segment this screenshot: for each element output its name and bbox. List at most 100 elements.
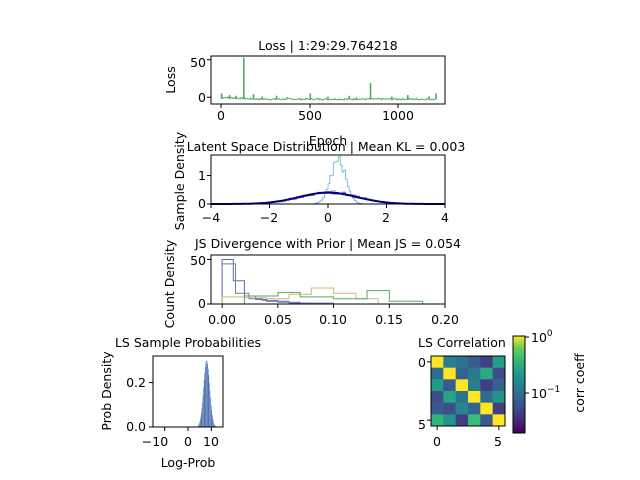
lsprob-bar [213, 423, 215, 427]
corr-cell [492, 379, 506, 392]
js-axes-frame [210, 254, 446, 305]
lsprob-bar [207, 368, 209, 427]
lsprob-bar [198, 424, 200, 427]
lsprob-bar [202, 402, 203, 427]
js-xtick-label: 0.15 [375, 312, 403, 327]
latent-xtick-label: −2 [260, 210, 278, 225]
colorbar [512, 335, 526, 434]
corr-cell [431, 367, 444, 380]
latent-xtick-label: 0 [324, 210, 332, 225]
lsprob-ylabel: Prob Density [99, 351, 114, 431]
corr-cell [492, 402, 506, 415]
loss-ylabel: Loss [163, 66, 178, 93]
js-ylabel: Count Density [162, 239, 177, 328]
corr-cell [480, 414, 493, 427]
corr-panel: LS Correlation 0 5 0 5 100 10−1 corr coe… [418, 329, 587, 449]
corr-ytick-label: 5 [418, 417, 426, 432]
loss-xtick-label: 0 [217, 108, 225, 123]
corr-xtick-label: 0 [433, 434, 441, 449]
latent-axes-frame [210, 154, 446, 205]
lsprob-xtick-label: −10 [142, 434, 168, 449]
lsprob-ytick-label: 0.2 [126, 375, 146, 390]
loss-ytick-label: 0 [198, 90, 206, 105]
corr-cell [480, 379, 493, 392]
corr-cell [431, 356, 444, 368]
colorbar-tick-label: 10−1 [531, 385, 560, 401]
corr-cell [443, 379, 456, 392]
lsprob-bar [213, 421, 214, 427]
js-xtick-label: 0.10 [319, 312, 347, 327]
js-xtick-label: 0.00 [208, 312, 236, 327]
corr-cell [455, 391, 469, 403]
corr-cell [443, 414, 456, 427]
corr-cell [492, 414, 506, 427]
corr-cell [455, 356, 469, 368]
corr-cell [480, 391, 493, 403]
lsprob-panel: LS Sample Probabilities −10 0 10 0.0 0.2… [99, 335, 261, 470]
latent-ylabel: Sample Density [172, 131, 187, 230]
corr-cell [468, 356, 481, 368]
lsprob-title: LS Sample Probabilities [115, 335, 261, 350]
corr-xtick-label: 5 [494, 434, 502, 449]
lsprob-bar [206, 361, 208, 427]
corr-cell [480, 356, 493, 368]
loss-plot-area [207, 57, 437, 108]
lsprob-bar [207, 363, 208, 427]
corr-heatmap [427, 356, 506, 430]
colorbar-tick-label: 100 [531, 329, 553, 345]
lsprob-bar [206, 360, 207, 427]
lsprob-bar [204, 372, 206, 427]
lsprob-xtick-label: 0 [184, 434, 192, 449]
lsprob-bar [212, 415, 213, 427]
latent-ytick-label: 1 [198, 168, 206, 183]
loss-title: Loss | 1:29:29.764218 [258, 38, 398, 53]
corr-cell [431, 402, 444, 415]
corr-axes-frame [430, 355, 506, 427]
corr-cell [455, 402, 469, 415]
lsprob-bar [209, 390, 211, 427]
lsprob-bar [210, 397, 211, 427]
loss-xtick-label: 1000 [382, 108, 414, 123]
js-xtick-label: 0.05 [264, 312, 292, 327]
lsprob-bar [200, 417, 201, 427]
corr-cell [455, 367, 469, 380]
js-panel: JS Divergence with Prior | Mean JS = 0.0… [162, 236, 461, 328]
js-title: JS Divergence with Prior | Mean JS = 0.0… [194, 236, 461, 251]
loss-xtick-label: 500 [298, 108, 322, 123]
corr-cell [492, 367, 506, 380]
latent-title: Latent Space Distribution | Mean KL = 0.… [187, 139, 466, 154]
js-ytick-label: 0 [198, 296, 206, 311]
colorbar-label: corr coeff [572, 353, 587, 413]
loss-xlabel: Epoch [309, 133, 347, 148]
loss-axes-frame [210, 55, 446, 105]
lsprob-ytick-label: 0.0 [126, 419, 146, 434]
corr-cell [492, 391, 506, 403]
lsprob-bar [205, 362, 207, 427]
js-xtick-label: 0.20 [431, 312, 459, 327]
lsprob-bar [208, 375, 210, 427]
lsprob-bar [202, 395, 204, 427]
corr-cell [468, 391, 481, 403]
lsprob-xtick-label: 10 [203, 434, 219, 449]
corr-title: LS Correlation [418, 335, 506, 350]
lsprob-bar [214, 425, 216, 427]
lsprob-bar [209, 382, 210, 427]
latent-xtick-label: −4 [202, 210, 220, 225]
latent-axes-bg [211, 155, 445, 204]
js-histogram-step [221, 263, 335, 304]
loss-line [221, 96, 437, 101]
corr-cell [443, 402, 456, 415]
lsprob-bar [211, 410, 213, 427]
corr-cell [468, 379, 481, 392]
corr-cell [431, 414, 444, 427]
lsprob-bar [200, 413, 202, 427]
corr-cell [492, 356, 506, 368]
latent-panel: Latent Space Distribution | Mean KL = 0.… [172, 131, 465, 230]
corr-cell [443, 391, 456, 403]
loss-ytick-label: 50 [190, 55, 206, 70]
lsprob-xlabel: Log-Prob [161, 455, 216, 470]
js-histogram-step [243, 290, 424, 304]
lsprob-plot-area [149, 360, 217, 431]
lsprob-bar [199, 420, 201, 427]
latent-ytick-label: 0 [198, 196, 206, 211]
